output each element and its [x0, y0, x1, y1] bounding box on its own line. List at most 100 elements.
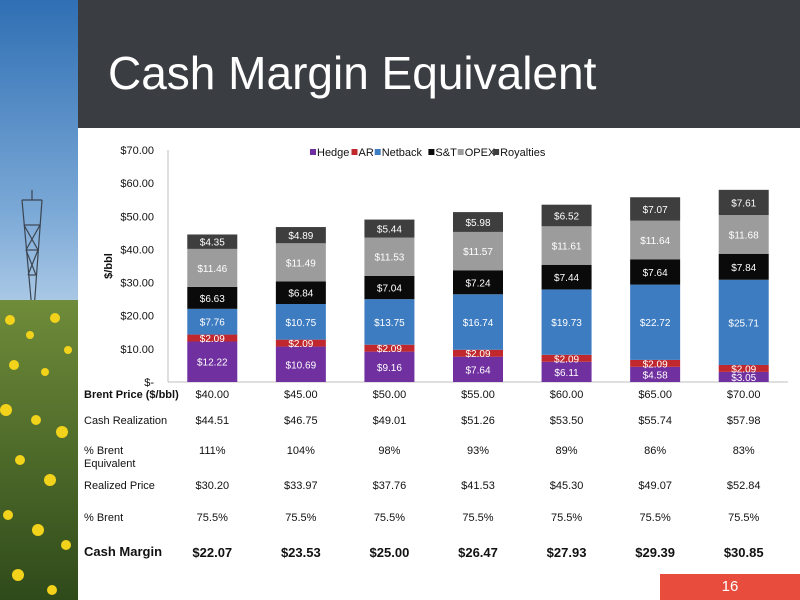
table-cell: $52.84	[726, 480, 761, 492]
x-tick-label: $65.00	[638, 389, 672, 401]
decorative-photo-strip	[0, 0, 78, 600]
bar-segment	[187, 234, 238, 249]
bar-segment	[718, 253, 769, 280]
table-cell: 75.5%	[285, 512, 317, 524]
table-cell: 75.5%	[196, 512, 228, 524]
bar-segment	[541, 289, 592, 355]
legend-label: AR	[359, 147, 374, 159]
bar-data-label: $11.57	[463, 247, 493, 258]
legend-swatch	[374, 149, 381, 155]
bar-segment	[718, 189, 769, 216]
table-cell: 75.5%	[462, 512, 494, 524]
bar-data-label: $11.46	[197, 264, 227, 275]
table-cell: 93%	[466, 445, 490, 457]
bar-segment	[541, 354, 592, 362]
bar-data-label: $5.98	[465, 218, 490, 229]
bar-data-label: $6.63	[200, 294, 225, 305]
bar-segment	[364, 237, 415, 276]
y-tick-label: $70.00	[120, 145, 154, 157]
stacked-bar-chart: $- $10.00 $20.00 $30.00 $40.00 $50.00 $60.00 $7…	[84, 145, 788, 401]
bar-segment	[275, 346, 326, 382]
table-cell: $37.76	[372, 480, 407, 492]
legend-swatch	[310, 149, 316, 155]
bar-data-label: $11.64	[640, 236, 670, 247]
x-tick-label: $55.00	[461, 389, 495, 401]
table-row-label: % Brent Equivalent	[84, 445, 136, 470]
y-tick-label: $10.00	[120, 344, 154, 356]
bar-data-label: $6.84	[288, 289, 313, 300]
bar-segment	[718, 364, 769, 372]
y-tick-label: $50.00	[120, 211, 154, 223]
bar-segment	[275, 243, 326, 282]
legend-label: Hedge	[317, 147, 349, 159]
table-row-label: % Brent	[84, 512, 124, 524]
bar-segment	[275, 281, 326, 305]
bar-segment	[541, 226, 592, 265]
bar-segment	[453, 212, 503, 232]
bar-data-label: $10.75	[286, 318, 317, 329]
bar-data-label: $7.84	[731, 263, 756, 274]
table-cell: $46.75	[284, 415, 318, 427]
bar-data-label: $2.09	[377, 344, 402, 355]
bar-data-label: $7.64	[465, 365, 490, 376]
x-tick-label: $50.00	[373, 389, 407, 401]
bar-data-label: $7.76	[200, 318, 225, 329]
table-cell: $45.30	[549, 480, 584, 492]
table-cell: $27.93	[546, 545, 587, 560]
bar-data-label: $7.61	[731, 198, 756, 209]
table-cell: 98%	[378, 445, 401, 457]
x-tick-label: $45.00	[284, 389, 318, 401]
bar-segment	[187, 341, 238, 382]
y-tick-label: $40.00	[120, 244, 154, 256]
bar-data-label: $2.09	[643, 359, 668, 370]
table-cell: $49.07	[638, 480, 672, 492]
bar-segment	[630, 220, 681, 260]
bar-data-label: $4.58	[643, 370, 668, 381]
bar-segment	[630, 284, 681, 360]
bar-data-label: $12.22	[197, 358, 228, 369]
bar-segment	[541, 204, 592, 227]
bar-data-label: $7.07	[643, 205, 668, 216]
bar-data-label: $2.09	[554, 354, 579, 365]
bar-data-label: $2.09	[465, 349, 490, 360]
table-row-label: Cash Margin	[84, 544, 163, 559]
y-axis-title: $/bbl	[103, 253, 115, 279]
y-tick-label: $60.00	[120, 178, 154, 190]
bar-data-label: $7.24	[465, 278, 490, 289]
bar-segment	[630, 366, 681, 382]
bar-data-label: $11.61	[552, 242, 582, 253]
bar-data-label: $4.35	[200, 238, 225, 249]
legend-swatch	[428, 149, 435, 155]
table-row-label: Cash Realization	[84, 415, 168, 427]
table-cell: $41.53	[461, 480, 495, 492]
bar-segment	[364, 344, 415, 352]
page-number: 16	[660, 574, 800, 600]
table-cell: 75.5%	[639, 512, 671, 524]
bar-segment	[453, 231, 503, 271]
table-cell: 75.5%	[550, 512, 583, 524]
table-cell: 83%	[732, 445, 755, 457]
table-cell: $55.74	[638, 415, 672, 427]
bar-data-label: $7.04	[377, 283, 402, 294]
bar-segment	[718, 279, 769, 365]
bar-segment	[630, 259, 681, 285]
table-cell: $57.98	[726, 415, 761, 427]
bar-data-label: $6.11	[554, 368, 579, 379]
bar-data-label: $10.69	[286, 360, 317, 371]
table-cell: 75.5%	[728, 512, 760, 524]
legend-swatch	[351, 149, 358, 155]
table-cell: $23.53	[280, 545, 321, 560]
bar-segment	[187, 286, 238, 309]
bar-data-label: $11.53	[375, 253, 405, 264]
legend-label: S&T	[435, 147, 457, 159]
bar-segment	[718, 371, 769, 382]
legend-swatch	[493, 149, 500, 155]
bar-data-label: $2.09	[731, 364, 756, 375]
table-cell: $26.47	[458, 545, 498, 560]
bar-segment	[453, 349, 503, 357]
x-tick-label: $70.00	[727, 389, 761, 401]
bar-data-label: $4.89	[288, 231, 313, 242]
x-tick-label: $60.00	[550, 389, 584, 401]
table-cell: $30.20	[195, 480, 230, 492]
bar-data-label: $2.09	[200, 334, 225, 345]
